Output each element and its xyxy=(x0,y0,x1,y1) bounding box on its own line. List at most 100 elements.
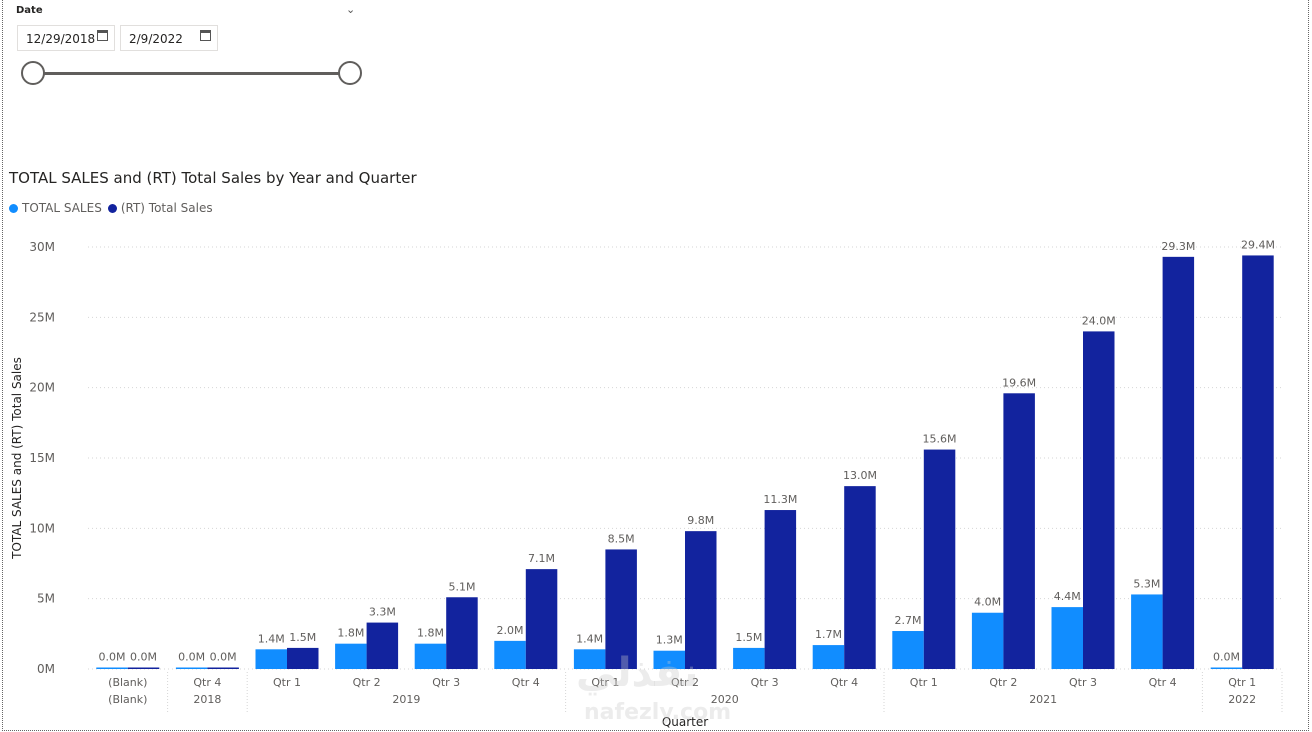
x-tick-label: Qtr 1 xyxy=(1228,676,1256,689)
y-tick-label: 5M xyxy=(37,592,55,606)
x-group-label: 2019 xyxy=(392,693,420,706)
data-label: 8.5M xyxy=(608,532,635,545)
x-tick-label: Qtr 2 xyxy=(989,676,1017,689)
data-label: 1.5M xyxy=(289,631,316,644)
bar xyxy=(1162,256,1195,669)
bar xyxy=(844,486,876,669)
data-label: 0.0M xyxy=(1213,651,1240,664)
bar xyxy=(1083,331,1115,669)
data-label: 1.8M xyxy=(337,627,364,640)
y-tick-label: 10M xyxy=(29,521,55,535)
data-label: 0.0M xyxy=(130,651,157,664)
y-axis-label: TOTAL SALES and (RT) Total Sales xyxy=(10,357,24,560)
y-tick-label: 0M xyxy=(37,662,55,676)
legend-dot-icon xyxy=(9,203,18,213)
bar xyxy=(892,631,924,669)
legend-item-rt-total-sales[interactable]: (RT) Total Sales xyxy=(107,201,213,215)
y-tick-label: 30M xyxy=(29,240,55,254)
bar xyxy=(764,510,797,669)
data-label: 29.3M xyxy=(1161,240,1195,253)
bar xyxy=(605,549,637,669)
x-tick-label: Qtr 4 xyxy=(830,676,858,689)
bar xyxy=(653,650,685,669)
data-label: 4.4M xyxy=(1054,590,1081,603)
data-label: 11.3M xyxy=(763,493,797,506)
x-group-label: 2020 xyxy=(711,693,739,706)
data-label: 5.1M xyxy=(448,580,475,593)
data-label: 1.8M xyxy=(417,627,444,640)
legend-label: (RT) Total Sales xyxy=(120,201,213,215)
data-label: 13.0M xyxy=(843,469,877,482)
x-tick-label: Qtr 1 xyxy=(591,676,619,689)
bar xyxy=(255,649,287,669)
chart-legend: TOTAL SALES (RT) Total Sales xyxy=(9,201,219,215)
range-start-handle[interactable] xyxy=(21,61,45,85)
y-tick-label: 20M xyxy=(29,381,55,395)
data-label: 0.0M xyxy=(99,651,126,664)
bar xyxy=(446,597,478,669)
bar xyxy=(96,667,128,669)
data-label: 24.0M xyxy=(1082,314,1116,327)
data-label: 0.0M xyxy=(210,651,237,664)
x-group-label: 2021 xyxy=(1029,693,1057,706)
bar xyxy=(573,649,606,669)
watermark-text: nafezly.com xyxy=(584,700,732,725)
start-date-value: 12/29/2018 xyxy=(26,32,96,46)
legend-item-total-sales[interactable]: TOTAL SALES xyxy=(9,201,102,215)
x-tick-label: Qtr 3 xyxy=(432,676,460,689)
x-tick-label: Qtr 3 xyxy=(751,676,779,689)
data-label: 1.4M xyxy=(576,632,603,645)
bar xyxy=(923,449,956,669)
calendar-icon[interactable] xyxy=(97,30,108,41)
x-tick-label: Qtr 3 xyxy=(1069,676,1097,689)
date-range-track[interactable] xyxy=(34,72,350,75)
date-slicer-title: Date xyxy=(16,5,43,16)
data-label: 1.3M xyxy=(656,634,683,647)
bar xyxy=(335,643,367,669)
data-label: 1.7M xyxy=(815,628,842,641)
bar xyxy=(207,667,239,669)
data-label: 2.0M xyxy=(497,624,524,637)
x-tick-label: Qtr 2 xyxy=(353,676,381,689)
bar xyxy=(1210,667,1243,669)
legend-label: TOTAL SALES xyxy=(22,201,102,215)
x-tick-label: (Blank) xyxy=(108,676,147,689)
data-label: 19.6M xyxy=(1002,376,1036,389)
bar xyxy=(685,531,717,669)
bar xyxy=(127,667,160,669)
bar xyxy=(366,622,399,669)
end-date-input[interactable]: 2/9/2022 xyxy=(120,25,218,51)
x-axis-label: Quarter xyxy=(662,715,708,729)
start-date-input[interactable]: 12/29/2018 xyxy=(17,25,115,51)
data-label: 1.4M xyxy=(258,632,285,645)
data-label: 15.6M xyxy=(923,433,957,446)
data-label: 7.1M xyxy=(528,552,555,565)
x-tick-label: Qtr 1 xyxy=(273,676,301,689)
calendar-icon[interactable] xyxy=(200,30,211,41)
bar xyxy=(287,647,319,669)
data-label: 9.8M xyxy=(687,514,714,527)
data-label: 29.4M xyxy=(1241,238,1275,251)
data-label: 1.5M xyxy=(735,631,762,644)
range-end-handle[interactable] xyxy=(338,61,362,85)
bar xyxy=(1131,594,1163,669)
x-group-label: (Blank) xyxy=(108,693,147,706)
bar xyxy=(414,643,447,669)
x-tick-label: Qtr 4 xyxy=(193,676,221,689)
x-tick-label: Qtr 1 xyxy=(910,676,938,689)
bar xyxy=(812,645,845,669)
data-label: 5.3M xyxy=(1133,577,1160,590)
bar xyxy=(1003,393,1035,669)
x-group-label: 2022 xyxy=(1228,693,1256,706)
y-tick-label: 25M xyxy=(29,310,55,324)
chevron-down-icon[interactable]: ⌄ xyxy=(346,3,356,16)
bar xyxy=(971,612,1004,669)
bar xyxy=(733,647,765,669)
bar xyxy=(1051,607,1083,669)
data-label: 0.0M xyxy=(178,651,205,664)
bar xyxy=(175,667,208,669)
legend-dot-icon xyxy=(107,203,117,213)
chart-title: TOTAL SALES and (RT) Total Sales by Year… xyxy=(9,169,417,187)
